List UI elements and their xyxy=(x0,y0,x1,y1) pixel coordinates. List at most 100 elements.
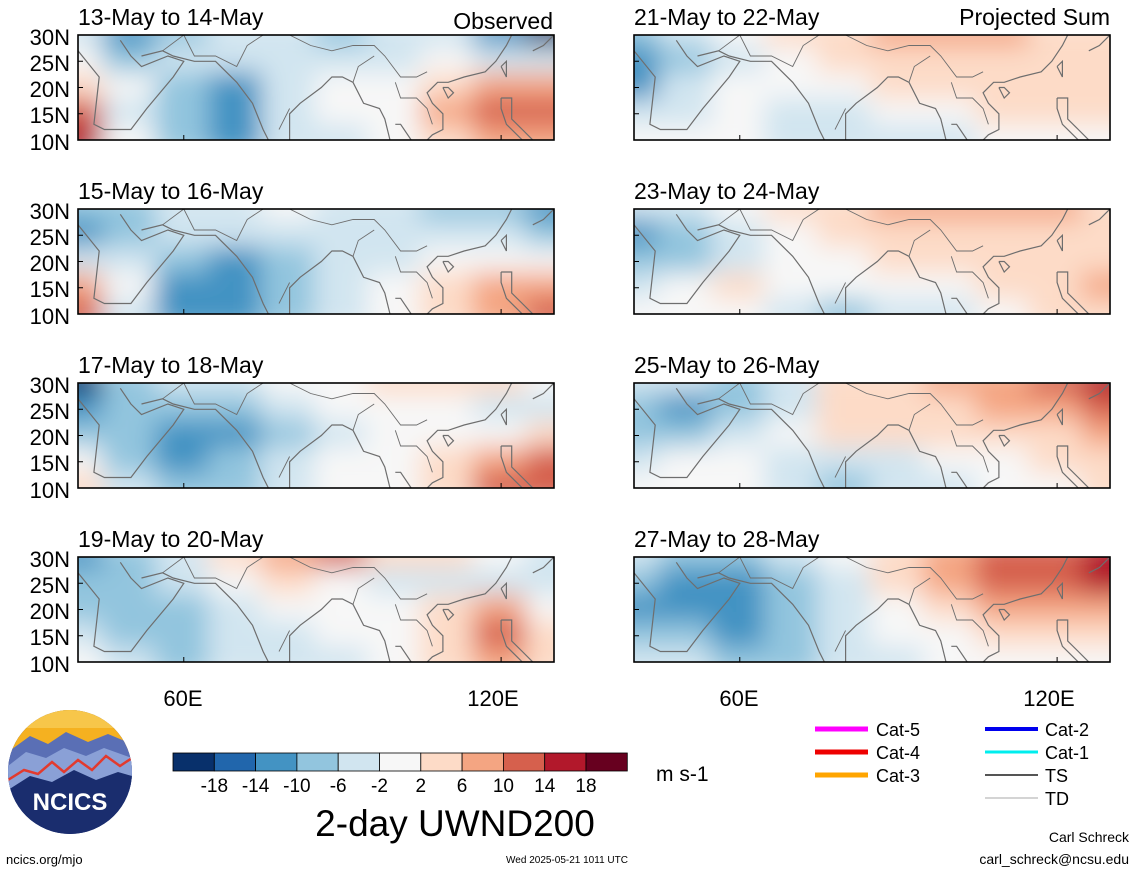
country-border xyxy=(278,456,291,478)
wind-cell xyxy=(366,124,424,140)
wind-cell xyxy=(525,46,554,77)
coastline xyxy=(532,557,554,574)
lat-label-20n: 20N xyxy=(30,599,70,624)
wind-cell xyxy=(922,472,980,488)
colorbar-tick-label: -2 xyxy=(371,776,388,797)
wind-cell xyxy=(922,394,980,425)
panel-ticks xyxy=(78,34,502,141)
wind-cell xyxy=(764,72,822,103)
coastline xyxy=(1056,619,1090,662)
wind-cell xyxy=(764,298,822,314)
wind-cell xyxy=(658,446,716,477)
colorbar-box xyxy=(213,752,257,772)
wind-cell xyxy=(261,246,318,277)
wind-cell xyxy=(419,394,477,425)
panel-ticks xyxy=(634,208,1058,315)
wind-cell xyxy=(314,646,371,662)
coastline xyxy=(998,608,1011,622)
wind-cell xyxy=(419,446,477,477)
wind-cell xyxy=(314,394,371,425)
legend-label-cat3: Cat-3 xyxy=(876,766,920,786)
country-border xyxy=(950,604,989,647)
wind-cell xyxy=(314,472,371,488)
wind-field xyxy=(78,557,554,662)
wind-cell xyxy=(314,298,371,314)
wind-cell xyxy=(102,594,160,625)
coastline xyxy=(442,86,455,100)
wind-cell xyxy=(155,472,213,488)
country-border xyxy=(950,256,989,299)
panel-ticks xyxy=(78,382,502,489)
wind-cell xyxy=(472,220,530,251)
wind-cell xyxy=(472,124,530,140)
lat-labels-row-3: 30N 25N 20N 15N 10N xyxy=(30,373,70,503)
colorbar-box xyxy=(337,752,380,772)
wind-cell xyxy=(870,646,927,662)
footer-timestamp: Wed 2025-05-21 1011 UTC xyxy=(506,855,628,866)
wind-cell xyxy=(764,246,822,277)
coastline xyxy=(500,619,534,662)
wind-cell xyxy=(208,220,266,251)
wind-cell xyxy=(1081,72,1110,103)
lon-label-60e-left: 60E xyxy=(163,686,202,711)
panel-ticks xyxy=(634,556,1058,663)
country-border xyxy=(162,383,428,426)
wind-cell xyxy=(155,446,213,477)
map-panel-1 xyxy=(77,34,555,141)
wind-cell xyxy=(764,646,822,662)
panel-title-proj-3: 25-May to 26-May xyxy=(634,352,820,378)
country-border xyxy=(352,577,375,605)
wind-cell xyxy=(817,568,874,599)
country-border xyxy=(834,108,847,130)
coastline xyxy=(998,260,1011,274)
colorbar-unit: m s-1 xyxy=(656,763,709,786)
colorbar-box xyxy=(585,752,628,772)
country-border xyxy=(394,256,433,299)
coastline xyxy=(500,581,507,600)
lat-label-15n: 15N xyxy=(30,103,70,128)
wind-cell xyxy=(1081,446,1110,477)
wind-cell xyxy=(1081,394,1110,425)
wind-cell xyxy=(658,594,716,625)
wind-cell xyxy=(102,646,160,662)
lat-label-15n: 15N xyxy=(30,451,70,476)
wind-cell xyxy=(472,472,530,488)
wind-cell xyxy=(208,124,266,140)
coastline xyxy=(532,383,554,400)
wind-cell xyxy=(870,298,927,314)
wind-cell xyxy=(975,568,1033,599)
wind-cell xyxy=(102,420,160,451)
wind-cell xyxy=(634,646,663,662)
wind-cell xyxy=(525,568,554,599)
wind-cell xyxy=(658,394,716,425)
country-border xyxy=(162,35,428,78)
wind-cell xyxy=(870,220,927,251)
wind-cell xyxy=(764,46,822,77)
country-border xyxy=(278,630,291,652)
map-panel-8 xyxy=(633,556,1111,663)
wind-cell xyxy=(1028,646,1086,662)
wind-cell xyxy=(208,446,266,477)
wind-cell xyxy=(208,98,266,129)
wind-cell xyxy=(472,46,530,77)
legend-label-cat2: Cat-2 xyxy=(1045,720,1089,740)
wind-cell xyxy=(419,298,477,314)
wind-cell xyxy=(1028,298,1086,314)
wind-cell xyxy=(419,46,477,77)
wind-cell xyxy=(525,98,554,129)
wind-cell xyxy=(870,568,927,599)
wind-cell xyxy=(764,394,822,425)
wind-cell xyxy=(975,646,1033,662)
wind-cell xyxy=(102,446,160,477)
wind-cell xyxy=(366,220,424,251)
wind-cell xyxy=(711,298,769,314)
wind-cell xyxy=(78,124,107,140)
wind-cell xyxy=(1081,646,1110,662)
coastline xyxy=(141,224,391,314)
country-border xyxy=(718,209,984,252)
coastline xyxy=(1088,557,1110,574)
colorbar-box xyxy=(172,752,215,772)
panel-title-obs-3: 17-May to 18-May xyxy=(78,352,264,378)
wind-cell xyxy=(817,420,874,451)
wind-cell xyxy=(1081,124,1110,140)
